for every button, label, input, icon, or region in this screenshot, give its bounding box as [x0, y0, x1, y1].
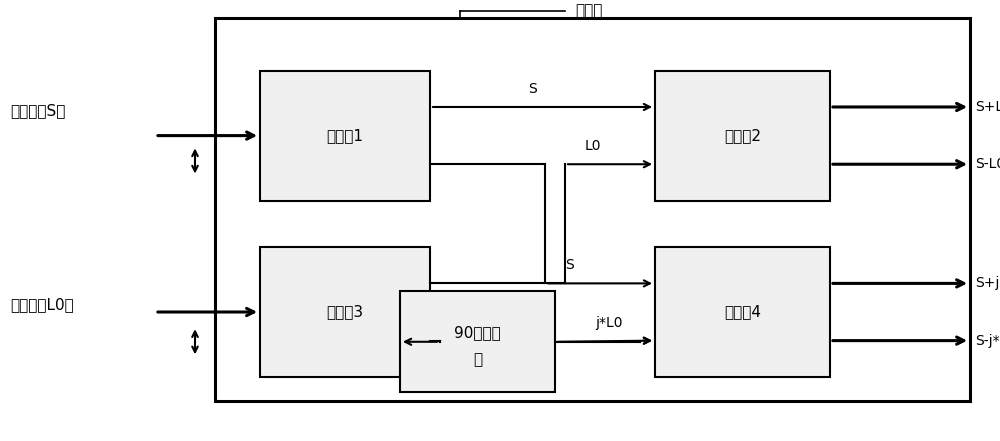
Text: 分光器1: 分光器1	[327, 128, 364, 143]
Text: 分光器4: 分光器4	[724, 304, 761, 320]
Text: 信号光（S）: 信号光（S）	[10, 103, 65, 118]
Text: S-j*L0: S-j*L0	[975, 334, 1000, 348]
Text: L0: L0	[585, 139, 602, 153]
Bar	[655, 247, 830, 377]
Text: S+L0: S+L0	[975, 100, 1000, 114]
Text: S-L0: S-L0	[975, 157, 1000, 171]
Text: 器: 器	[473, 352, 482, 367]
Bar	[260, 247, 430, 377]
Bar	[260, 71, 430, 201]
Text: S+j*L0: S+j*L0	[975, 277, 1000, 290]
Text: 90度移相: 90度移相	[454, 325, 501, 340]
Text: 本振光（L0）: 本振光（L0）	[10, 297, 74, 312]
Text: S: S	[528, 82, 537, 96]
Text: 分光器3: 分光器3	[326, 304, 364, 320]
Text: S: S	[565, 258, 574, 273]
Text: j*L0: j*L0	[595, 316, 622, 329]
Text: 混频器: 混频器	[575, 4, 602, 19]
Text: 分光器2: 分光器2	[724, 128, 761, 143]
Bar	[215, 18, 970, 401]
Bar	[655, 71, 830, 201]
Bar	[400, 291, 555, 392]
